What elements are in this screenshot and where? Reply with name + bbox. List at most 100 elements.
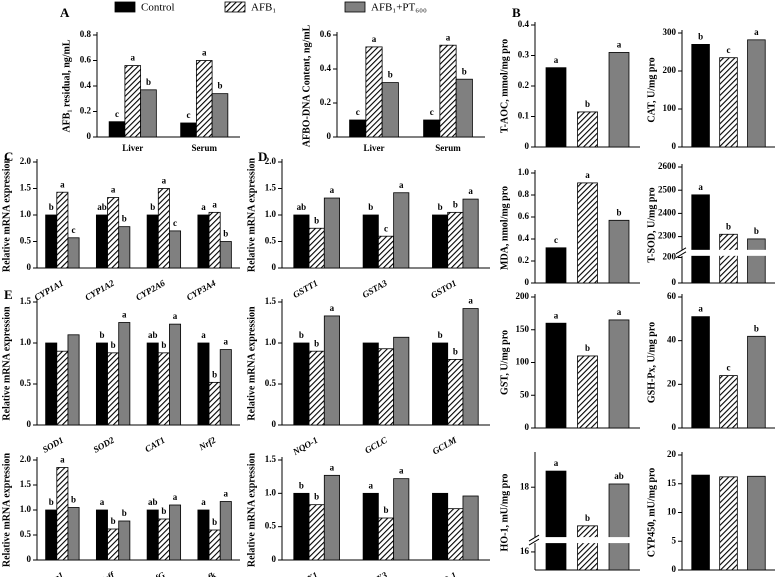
significance-letter: a (60, 455, 65, 465)
y-tick-label: 300 (663, 27, 677, 37)
x-tick-label: GCLM (431, 434, 459, 456)
panel-label: C (4, 149, 13, 164)
panel-label: E (4, 287, 13, 302)
bar (169, 230, 182, 269)
bar (577, 355, 598, 429)
bar (146, 509, 159, 561)
y-tick-label: 16 (520, 546, 530, 556)
y-tick-label: 0.8 (518, 189, 530, 199)
y-tick-label: 60 (667, 291, 677, 301)
bar (118, 520, 131, 561)
bar (67, 237, 80, 269)
significance-letter: c (187, 110, 191, 120)
significance-letter: b (49, 202, 54, 212)
x-tick-label: GPX1 (295, 570, 319, 577)
y-tick-label: 0.2 (80, 106, 92, 116)
y-tick-label: 50 (520, 389, 530, 399)
bar (293, 492, 310, 561)
y-tick-label: 0 (27, 554, 32, 564)
y-tick-label: 1.0 (20, 209, 32, 219)
y-tick-label: 100 (516, 357, 530, 367)
significance-letter: a (468, 186, 473, 196)
y-tick-label: 1.5 (20, 296, 32, 306)
y-tick-label: 2.0 (20, 454, 32, 464)
significance-letter: a (368, 480, 373, 490)
y-axis-label: CAT, U/mg pro (646, 57, 657, 122)
bar (124, 65, 142, 138)
significance-letter: b (217, 81, 222, 91)
bar (455, 78, 473, 138)
y-tick-label: 0.5 (265, 236, 277, 246)
y-tick-label: 0.6 (518, 211, 530, 221)
significance-letter: a (617, 40, 622, 50)
y-tick-label: 0.2 (320, 97, 332, 107)
bar (95, 509, 108, 561)
bar (608, 483, 630, 571)
bar (747, 475, 766, 571)
significance-letter: b (698, 31, 703, 41)
significance-letter: b (462, 66, 467, 76)
break-mark (675, 247, 687, 255)
bar (545, 247, 567, 284)
y-tick-label: 0.5 (20, 236, 32, 246)
panel-label: D (258, 149, 267, 164)
bar (608, 52, 630, 148)
y-tick-label: 0.4 (80, 80, 92, 90)
significance-letter: b (212, 517, 217, 527)
y-tick-label: 0 (27, 419, 32, 429)
bar (56, 467, 69, 561)
significance-letter: a (201, 330, 206, 340)
y-axis-label: Relative mRNA expression (246, 452, 257, 567)
bar (197, 214, 210, 269)
y-tick-label: 0 (525, 277, 530, 287)
bar (377, 235, 395, 269)
significance-letter: c (356, 107, 360, 117)
significance-letter: b (299, 480, 304, 490)
significance-letter: b (299, 330, 304, 340)
bar (323, 474, 340, 561)
bar (146, 214, 159, 269)
significance-letter: b (49, 497, 54, 507)
bar (393, 478, 410, 561)
bar (293, 342, 310, 426)
panel-label: A (60, 5, 70, 20)
significance-letter: ab (297, 202, 307, 212)
legend-swatch (114, 1, 136, 13)
bar (432, 214, 449, 269)
significance-letter: b (314, 492, 319, 502)
significance-letter: b (438, 202, 443, 212)
significance-letter: b (754, 226, 759, 236)
y-tick-label: 200 (663, 252, 677, 262)
significance-letter: b (122, 508, 127, 518)
y-tick-label: 1.0 (265, 337, 277, 347)
bar (219, 501, 232, 561)
bar (308, 350, 325, 426)
bar (308, 227, 325, 269)
significance-letter: a (617, 307, 622, 317)
significance-letter: b (438, 330, 443, 340)
significance-letter: a (698, 304, 703, 314)
significance-letter: b (754, 323, 759, 333)
y-tick-label: 0 (672, 564, 677, 574)
bar (157, 188, 170, 269)
y-axis-label: Relative mRNA expression (1, 306, 12, 421)
significance-letter: c (384, 223, 388, 233)
significance-letter: b (161, 340, 166, 350)
legend-swatch (344, 1, 366, 13)
y-axis-label: T-AOC, mmol/mg pro (499, 39, 510, 133)
bar (208, 211, 221, 269)
significance-letter: c (430, 107, 434, 117)
significance-letter: a (201, 497, 206, 507)
bar (197, 342, 210, 426)
bar (462, 308, 479, 426)
panel-label: B (512, 5, 521, 20)
significance-letter: b (146, 77, 151, 87)
significance-letter: b (388, 70, 393, 80)
bar (691, 44, 710, 148)
bar (323, 197, 340, 269)
bar (45, 509, 58, 561)
y-tick-label: 0.2 (518, 255, 530, 265)
significance-letter: c (115, 109, 119, 119)
bar (393, 192, 410, 269)
bar (56, 191, 69, 269)
